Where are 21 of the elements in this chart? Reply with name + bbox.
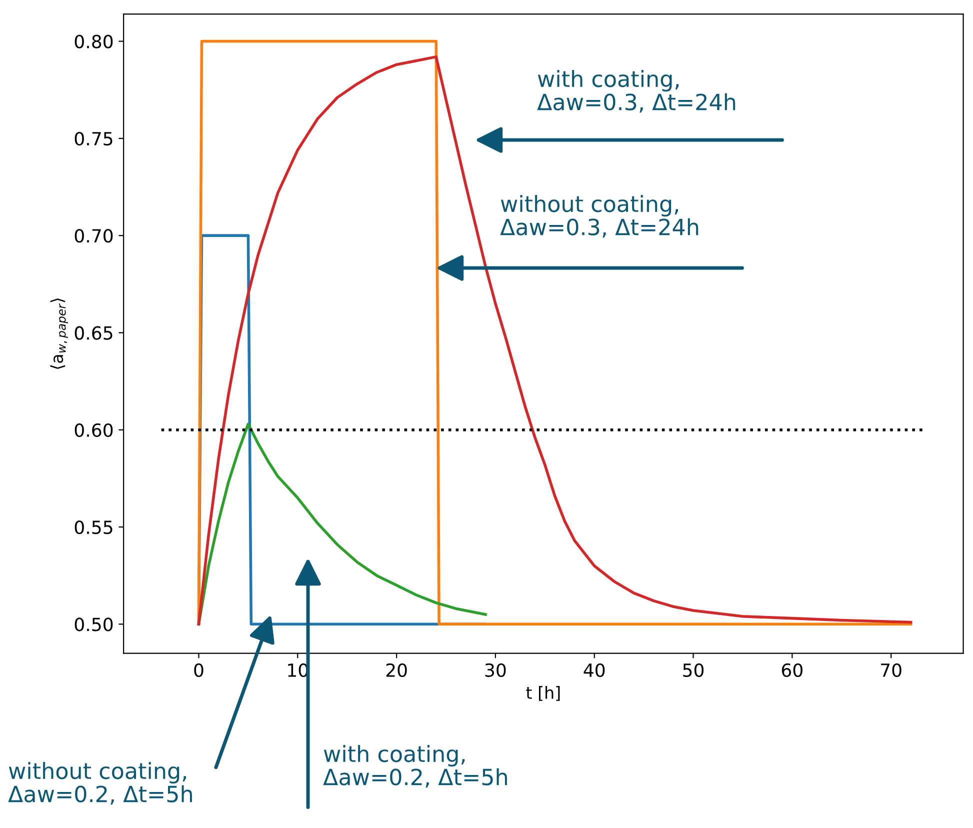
x-tick-label: 70: [881, 663, 902, 677]
line-series: [197, 422, 487, 626]
y-tick-label: 0.60: [74, 423, 113, 437]
x-tick-label: 40: [584, 663, 605, 677]
x-tick-label: 20: [386, 663, 407, 677]
x-tick-label: 30: [485, 663, 506, 677]
y-tick-label: 0.55: [74, 520, 112, 534]
y-tick-label: 0.80: [74, 34, 113, 48]
y-tick-label: 0.50: [74, 618, 113, 632]
x-axis-title: t [h]: [526, 686, 560, 701]
x-tick-label: 60: [782, 663, 802, 677]
annotation: without coating, Δaw=0.3, Δt=24h: [500, 195, 698, 238]
x-tick-label: 50: [683, 663, 704, 677]
y-tick-label: 0.65: [74, 326, 112, 340]
annotation: with coating, Δaw=0.3, Δt=24h: [537, 70, 736, 113]
text: without coating, Δaw=0.2, Δt=5h: [8, 762, 192, 805]
x-tick-label: 0: [194, 663, 204, 677]
text: with coating, Δaw=0.2, Δt=5h: [323, 745, 507, 788]
y-tick-label: 0.75: [74, 132, 112, 146]
y-tick-label: 0.70: [74, 229, 113, 243]
y-axis-title: ⟨a$_{w,paper}$⟩: [50, 298, 68, 369]
